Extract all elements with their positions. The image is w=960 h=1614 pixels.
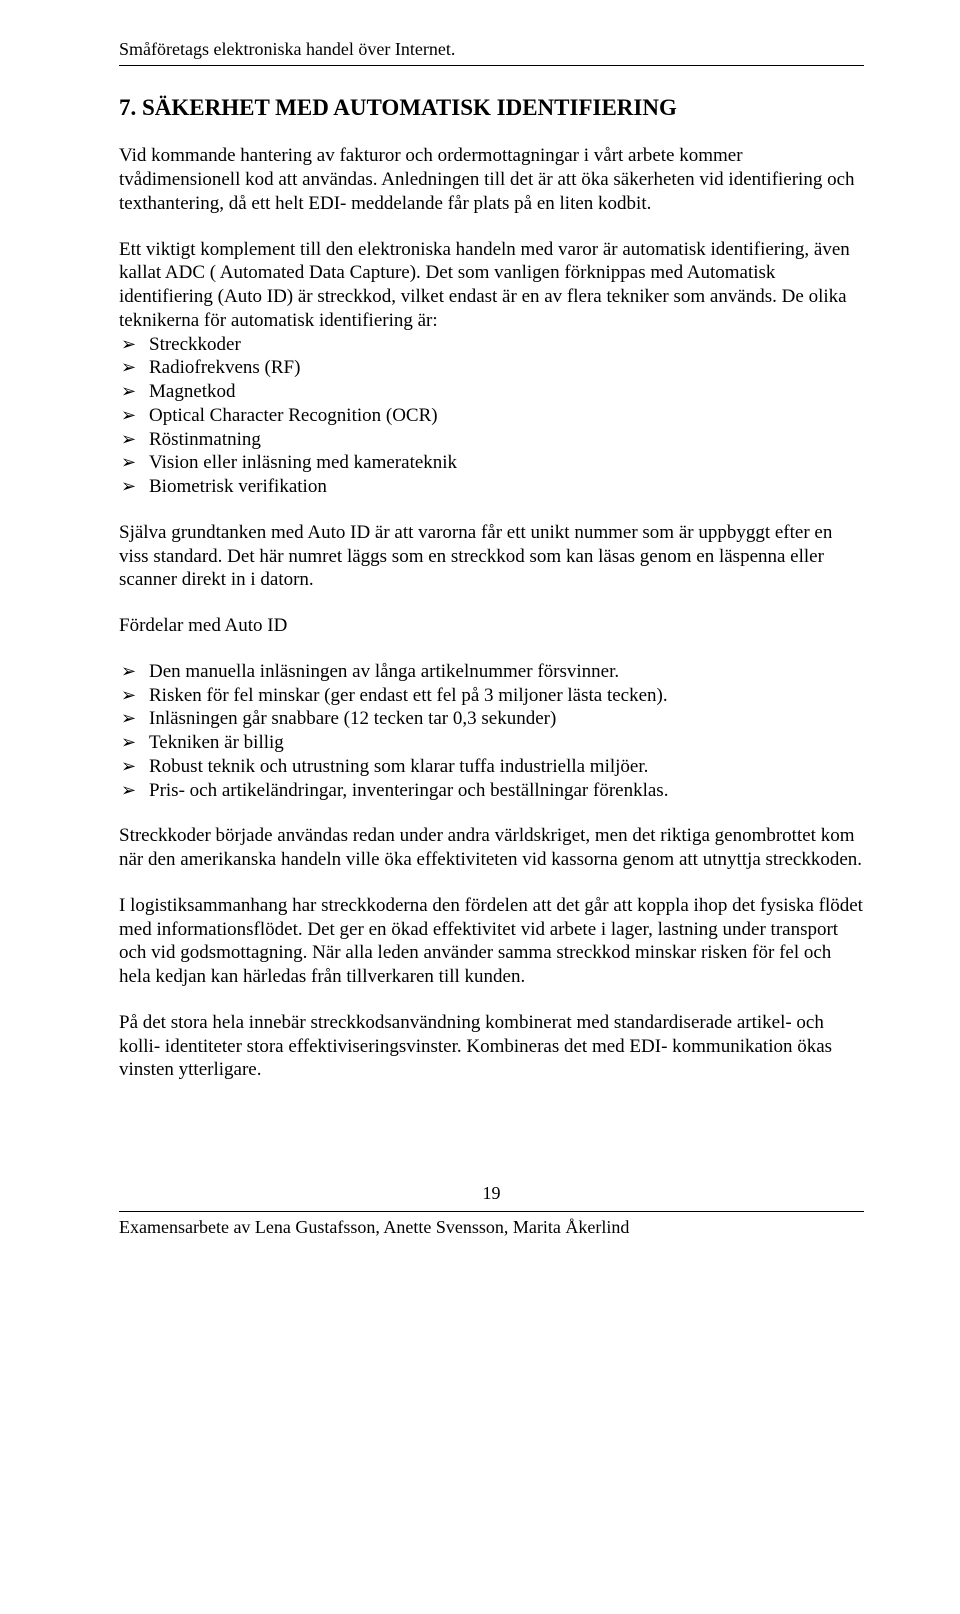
list-item: Robust teknik och utrustning som klarar … (119, 755, 864, 779)
list-item: Risken för fel minskar (ger endast ett f… (119, 684, 864, 708)
section-title: 7. SÄKERHET MED AUTOMATISK IDENTIFIERING (119, 94, 864, 123)
paragraph-2: Ett viktigt komplement till den elektron… (119, 238, 864, 333)
list-item: Pris- och artikeländringar, inventeringa… (119, 779, 864, 803)
paragraph-6: På det stora hela innebär streckkodsanvä… (119, 1011, 864, 1082)
list-item: Vision eller inläsning med kamerateknik (119, 451, 864, 475)
list-item: Streckkoder (119, 333, 864, 357)
list-item: Magnetkod (119, 380, 864, 404)
list-item: Tekniken är billig (119, 731, 864, 755)
advantages-list: Den manuella inläsningen av långa artike… (119, 660, 864, 803)
list-item: Biometrisk verifikation (119, 475, 864, 499)
list-item: Optical Character Recognition (OCR) (119, 404, 864, 428)
footer-rule (119, 1211, 864, 1212)
paragraph-4: Streckkoder började användas redan under… (119, 824, 864, 872)
header-rule (119, 65, 864, 66)
list-item: Radiofrekvens (RF) (119, 356, 864, 380)
page-number: 19 (119, 1182, 864, 1205)
paragraph-1: Vid kommande hantering av fakturor och o… (119, 144, 864, 215)
subheading-advantages: Fördelar med Auto ID (119, 614, 864, 638)
paragraph-5: I logistiksammanhang har streckkoderna d… (119, 894, 864, 989)
list-item: Röstinmatning (119, 428, 864, 452)
list-item: Inläsningen går snabbare (12 tecken tar … (119, 707, 864, 731)
techniques-list: Streckkoder Radiofrekvens (RF) Magnetkod… (119, 333, 864, 499)
running-header: Småföretags elektroniska handel över Int… (119, 38, 864, 61)
paragraph-3: Själva grundtanken med Auto ID är att va… (119, 521, 864, 592)
footer-text: Examensarbete av Lena Gustafsson, Anette… (119, 1216, 864, 1239)
list-item: Den manuella inläsningen av långa artike… (119, 660, 864, 684)
